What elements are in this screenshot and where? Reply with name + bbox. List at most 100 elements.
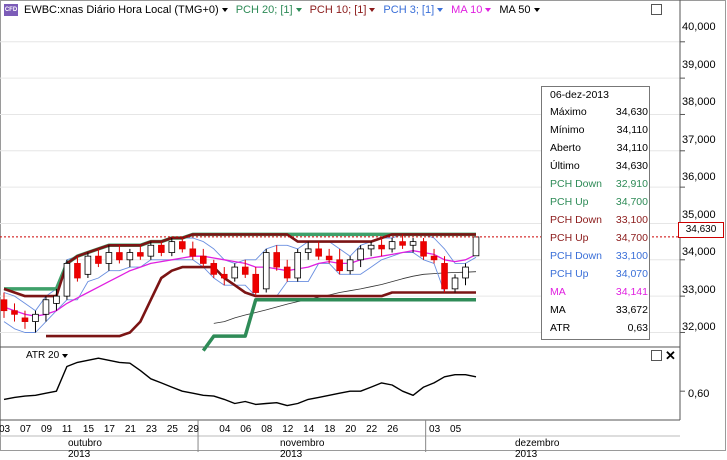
candle-body: [441, 263, 448, 290]
date-tick: 23: [145, 424, 157, 435]
candle-body: [220, 273, 228, 279]
info-label: PCH Down: [550, 178, 602, 190]
info-label: Mínimo: [550, 124, 585, 136]
candle-body: [304, 248, 312, 253]
info-row: MA 33,672: [550, 304, 648, 321]
info-row: PCH Down 32,910: [550, 178, 648, 195]
data-window: 06-dez-2013 Máximo 34,630 Mínimo 34,110 Aber…: [541, 86, 650, 340]
date-tick: 03: [0, 424, 11, 435]
date-tick: 18: [324, 424, 336, 435]
price-tick: 40,000: [682, 21, 716, 33]
candle-body: [84, 255, 92, 275]
candle-body: [200, 255, 207, 264]
chart-frame: [0, 0, 726, 451]
candle-body: [325, 255, 333, 261]
candle-body: [273, 252, 280, 268]
date-tick: 20: [345, 424, 357, 435]
indicator-pch10[interactable]: PCH 10; [1]: [306, 4, 380, 16]
info-row: PCH Down 33,100: [550, 250, 648, 267]
price-tick: 35,000: [682, 209, 716, 221]
info-label: ATR: [550, 322, 571, 334]
candle-body: [21, 317, 29, 322]
info-row: PCH Down 33,100: [550, 214, 648, 231]
candle-body: [357, 248, 364, 261]
indicator-label: MA 50: [499, 4, 531, 16]
info-value: 0,63: [627, 322, 648, 334]
indicator-ma50[interactable]: MA 50: [495, 4, 543, 16]
info-label: Último: [550, 160, 580, 172]
info-label: Máximo: [550, 106, 587, 118]
symbol-label: EWBC:xnas Diário Hora Local (TMG+0): [24, 4, 219, 16]
candle-body: [252, 273, 260, 293]
candle-body: [95, 255, 102, 264]
info-date: 06-dez-2013: [550, 89, 609, 101]
maximize-panel-button[interactable]: [651, 350, 662, 361]
date-tick: 29: [187, 424, 199, 435]
candle-body: [231, 266, 239, 279]
candle-body: [147, 244, 155, 257]
candle-body: [367, 244, 375, 250]
date-tick: 11: [61, 424, 73, 435]
pch20-down-line: [201, 298, 476, 352]
month-label: outubro 2013: [68, 438, 102, 460]
info-row: Aberto 34,110: [550, 142, 648, 159]
candle-body: [336, 259, 343, 272]
price-tick: 37,000: [682, 134, 716, 146]
info-row: PCH Up 34,700: [550, 232, 648, 249]
candle-body: [294, 252, 301, 279]
candle-body: [388, 241, 396, 250]
info-row: Mínimo 34,110: [550, 124, 648, 141]
candle-body: [105, 252, 113, 264]
date-tick: 25: [166, 424, 178, 435]
info-label: MA: [550, 286, 566, 298]
atr-indicator-selector[interactable]: ATR 20: [26, 350, 69, 361]
info-label: PCH Down: [550, 214, 602, 226]
dropdown-icon: [369, 8, 376, 12]
info-label: Aberto: [550, 142, 581, 154]
info-label: MA: [550, 304, 566, 316]
date-tick: 06: [240, 424, 252, 435]
candle-body: [11, 310, 18, 315]
dropdown-icon: [295, 8, 302, 12]
symbol-selector[interactable]: EWBC:xnas Diário Hora Local (TMG+0): [20, 4, 232, 16]
candle-body: [126, 252, 134, 261]
date-tick: 04: [219, 424, 231, 435]
candle-body: [210, 263, 218, 275]
candle-body: [283, 266, 291, 279]
candle-body: [53, 295, 60, 304]
candle-body: [420, 241, 427, 257]
info-value: 34,141: [615, 286, 648, 298]
price-tick: 33,000: [682, 284, 716, 296]
indicator-label: PCH 10; [1]: [309, 4, 367, 16]
ma10-line: [3, 250, 477, 317]
info-value: 33,100: [615, 214, 648, 226]
candle-body: [74, 263, 81, 279]
info-row: MA 34,141: [550, 286, 648, 303]
candle-body: [378, 244, 385, 250]
dropdown-icon: [485, 8, 492, 12]
date-tick: 03: [429, 424, 441, 435]
dropdown-icon: [62, 354, 69, 358]
atr-tick: 0,60: [688, 388, 710, 400]
price-tick: 36,000: [682, 171, 716, 183]
indicator-label: PCH 20; [1]: [235, 4, 293, 16]
info-label: PCH Down: [550, 250, 602, 262]
info-row: Último 34,630: [550, 160, 648, 177]
candle-body: [189, 248, 197, 257]
atr-label: ATR 20: [26, 350, 60, 361]
maximize-panel-button[interactable]: [651, 4, 662, 15]
candle-body: [158, 244, 165, 253]
candle-body: [241, 266, 249, 275]
candle-body: [63, 263, 71, 297]
indicator-pch3[interactable]: PCH 3; [1]: [379, 4, 447, 16]
pch10-up-line: [3, 233, 476, 298]
info-label: PCH Up: [550, 268, 589, 280]
close-icon[interactable]: ✕: [665, 348, 676, 363]
dropdown-icon: [437, 8, 444, 12]
indicator-pch20[interactable]: PCH 20; [1]: [232, 4, 306, 16]
pch10-down-line: [46, 265, 476, 338]
ma50-line: [213, 271, 477, 324]
info-value: 34,630: [615, 160, 648, 172]
indicator-ma10[interactable]: MA 10: [447, 4, 495, 16]
